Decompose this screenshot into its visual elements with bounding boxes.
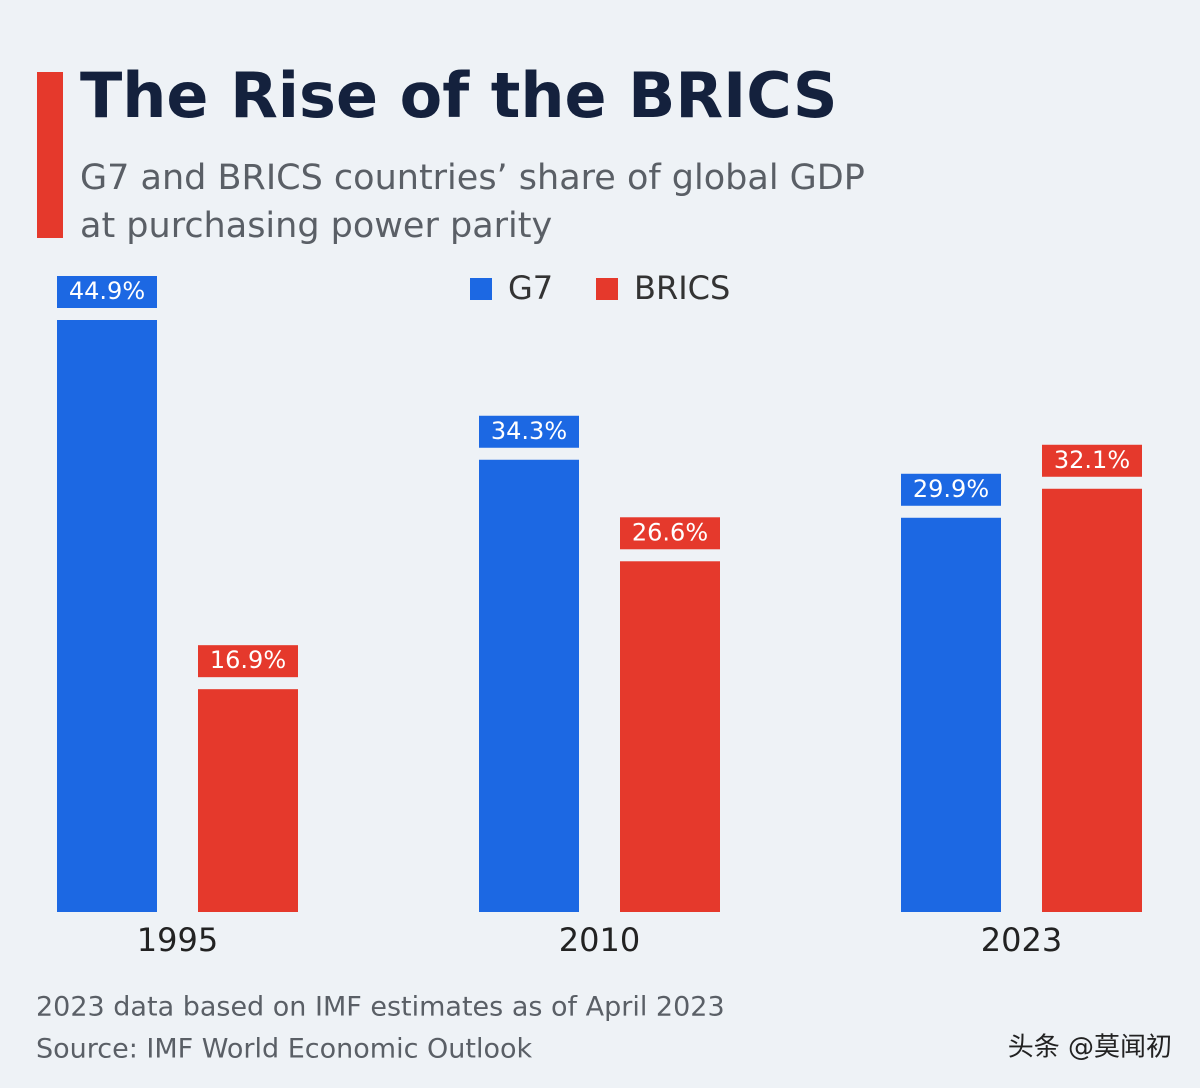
x-tick-label: 2010 xyxy=(559,921,640,959)
subtitle: G7 and BRICS countries’ share of global … xyxy=(80,158,865,198)
value-label: 44.9% xyxy=(69,277,145,305)
value-label-box xyxy=(479,415,579,448)
value-label-box xyxy=(901,473,1001,506)
bar xyxy=(901,517,1001,912)
legend-label: BRICS xyxy=(634,269,730,307)
x-tick-label: 2023 xyxy=(981,921,1062,959)
x-tick-label: 1995 xyxy=(137,921,218,959)
bar xyxy=(1042,488,1142,912)
value-label: 32.1% xyxy=(1054,446,1130,474)
bar xyxy=(198,689,298,912)
value-label: 16.9% xyxy=(210,646,286,674)
legend-swatch xyxy=(596,278,618,300)
subtitle: at purchasing power parity xyxy=(80,206,552,246)
value-label: 34.3% xyxy=(491,417,567,445)
value-label: 26.6% xyxy=(632,518,708,546)
value-label-box xyxy=(1042,444,1142,477)
value-label-box xyxy=(198,645,298,678)
note: Source: IMF World Economic Outlook xyxy=(36,1034,533,1065)
value-label-box xyxy=(57,276,157,308)
bar xyxy=(479,459,579,912)
legend-label: G7 xyxy=(508,269,553,307)
bar xyxy=(57,320,157,912)
title-accent xyxy=(37,72,63,238)
bar xyxy=(620,561,720,912)
value-label: 29.9% xyxy=(913,475,989,503)
legend-swatch xyxy=(470,278,492,300)
value-label-box xyxy=(620,517,720,550)
chart-title: The Rise of the BRICS xyxy=(80,59,838,132)
note: 2023 data based on IMF estimates as of A… xyxy=(36,992,725,1023)
watermark: 头条 @莫闻初 xyxy=(1008,1033,1172,1063)
